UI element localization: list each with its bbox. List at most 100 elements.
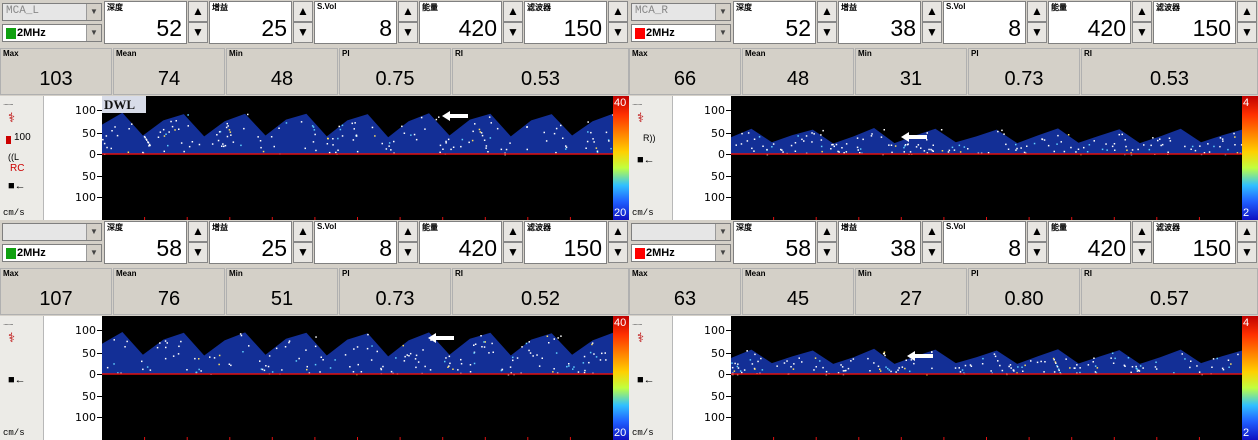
filter-stepper[interactable]: ▲ ▼ (608, 1, 628, 44)
chevron-down-icon[interactable]: ▼ (86, 25, 101, 41)
probe-icon[interactable]: ⚕ (8, 330, 16, 345)
arrow-down-icon[interactable]: ▼ (922, 22, 942, 43)
direction-arrow-icon[interactable]: ■← (637, 374, 655, 386)
power-field[interactable]: 能量 420 (1048, 1, 1131, 44)
arrow-up-icon[interactable]: ▲ (608, 221, 628, 242)
arrow-up-icon[interactable]: ▲ (922, 221, 942, 242)
frequency-select[interactable]: 2MHz ▼ (2, 24, 102, 42)
chevron-down-icon[interactable]: ▼ (715, 4, 730, 20)
depth-field[interactable]: 深度 58 (104, 221, 187, 264)
arrow-up-icon[interactable]: ▲ (1237, 1, 1257, 22)
sample-volume-stepper[interactable]: ▲ ▼ (398, 221, 418, 264)
chevron-down-icon[interactable]: ▼ (86, 4, 101, 20)
probe-icon[interactable]: ⚕ (637, 110, 645, 125)
arrow-down-icon[interactable]: ▼ (1027, 22, 1047, 43)
filter-stepper[interactable]: ▲ ▼ (1237, 1, 1257, 44)
arrow-down-icon[interactable]: ▼ (817, 22, 837, 43)
filter-field[interactable]: 滤波器 150 (524, 221, 607, 264)
arrow-down-icon[interactable]: ▼ (608, 22, 628, 43)
arrow-down-icon[interactable]: ▼ (1237, 22, 1257, 43)
chevron-down-icon[interactable]: ▼ (715, 224, 730, 240)
direction-arrow-icon[interactable]: ■← (637, 154, 655, 166)
vessel-select[interactable]: ▼ (631, 223, 731, 241)
sample-volume-stepper[interactable]: ▲ ▼ (398, 1, 418, 44)
arrow-down-icon[interactable]: ▼ (1237, 242, 1257, 263)
frequency-select[interactable]: 2MHz ▼ (631, 24, 731, 42)
gain-field[interactable]: 增益 38 (838, 221, 921, 264)
sample-volume-field[interactable]: S.Vol 8 (314, 221, 397, 264)
gain-stepper[interactable]: ▲ ▼ (922, 1, 942, 44)
chevron-down-icon[interactable]: ▼ (86, 224, 101, 240)
arrow-down-icon[interactable]: ▼ (503, 242, 523, 263)
arrow-up-icon[interactable]: ▲ (1237, 221, 1257, 242)
filter-stepper[interactable]: ▲ ▼ (1237, 221, 1257, 264)
arrow-down-icon[interactable]: ▼ (817, 242, 837, 263)
gain-stepper[interactable]: ▲ ▼ (922, 221, 942, 264)
power-stepper[interactable]: ▲ ▼ (503, 1, 523, 44)
arrow-up-icon[interactable]: ▲ (1027, 221, 1047, 242)
arrow-up-icon[interactable]: ▲ (922, 1, 942, 22)
probe-icon[interactable]: ⚕ (8, 110, 16, 125)
arrow-down-icon[interactable]: ▼ (503, 22, 523, 43)
arrow-up-icon[interactable]: ▲ (1027, 1, 1047, 22)
gain-field[interactable]: 增益 25 (209, 1, 292, 44)
vessel-select[interactable]: MCA_R ▼ (631, 3, 731, 21)
power-field[interactable]: 能量 420 (419, 221, 502, 264)
arrow-up-icon[interactable]: ▲ (503, 1, 523, 22)
filter-field[interactable]: 滤波器 150 (1153, 1, 1236, 44)
vessel-select[interactable]: MCA_L ▼ (2, 3, 102, 21)
arrow-down-icon[interactable]: ▼ (188, 242, 208, 263)
power-stepper[interactable]: ▲ ▼ (503, 221, 523, 264)
sample-volume-field[interactable]: S.Vol 8 (314, 1, 397, 44)
arrow-up-icon[interactable]: ▲ (398, 1, 418, 22)
arrow-down-icon[interactable]: ▼ (398, 22, 418, 43)
filter-stepper[interactable]: ▲ ▼ (608, 221, 628, 264)
arrow-up-icon[interactable]: ▲ (503, 221, 523, 242)
sample-volume-stepper[interactable]: ▲ ▼ (1027, 221, 1047, 264)
arrow-down-icon[interactable]: ▼ (293, 242, 313, 263)
power-field[interactable]: 能量 420 (1048, 221, 1131, 264)
arrow-up-icon[interactable]: ▲ (1132, 221, 1152, 242)
arrow-down-icon[interactable]: ▼ (1132, 242, 1152, 263)
arrow-down-icon[interactable]: ▼ (922, 242, 942, 263)
depth-stepper[interactable]: ▲ ▼ (188, 221, 208, 264)
arrow-up-icon[interactable]: ▲ (293, 1, 313, 22)
direction-arrow-icon[interactable]: ■← (8, 374, 26, 386)
depth-stepper[interactable]: ▲ ▼ (817, 221, 837, 264)
arrow-up-icon[interactable]: ▲ (293, 221, 313, 242)
depth-stepper[interactable]: ▲ ▼ (188, 1, 208, 44)
sample-volume-stepper[interactable]: ▲ ▼ (1027, 1, 1047, 44)
filter-field[interactable]: 滤波器 150 (1153, 221, 1236, 264)
depth-field[interactable]: 深度 58 (733, 221, 816, 264)
arrow-down-icon[interactable]: ▼ (293, 22, 313, 43)
power-stepper[interactable]: ▲ ▼ (1132, 1, 1152, 44)
probe-icon[interactable]: ⚕ (637, 330, 645, 345)
frequency-select[interactable]: 2MHz ▼ (631, 244, 731, 262)
arrow-up-icon[interactable]: ▲ (817, 221, 837, 242)
power-field[interactable]: 能量 420 (419, 1, 502, 44)
gain-field[interactable]: 增益 38 (838, 1, 921, 44)
direction-arrow-icon[interactable]: ■← (8, 180, 26, 192)
depth-field[interactable]: 深度 52 (733, 1, 816, 44)
chevron-down-icon[interactable]: ▼ (86, 245, 101, 261)
arrow-up-icon[interactable]: ▲ (398, 221, 418, 242)
arrow-down-icon[interactable]: ▼ (1027, 242, 1047, 263)
chevron-down-icon[interactable]: ▼ (715, 245, 730, 261)
chevron-down-icon[interactable]: ▼ (715, 25, 730, 41)
depth-stepper[interactable]: ▲ ▼ (817, 1, 837, 44)
arrow-down-icon[interactable]: ▼ (1132, 22, 1152, 43)
power-stepper[interactable]: ▲ ▼ (1132, 221, 1152, 264)
arrow-down-icon[interactable]: ▼ (188, 22, 208, 43)
arrow-up-icon[interactable]: ▲ (817, 1, 837, 22)
vessel-select[interactable]: ▼ (2, 223, 102, 241)
depth-field[interactable]: 深度 52 (104, 1, 187, 44)
sample-volume-field[interactable]: S.Vol 8 (943, 1, 1026, 44)
gain-stepper[interactable]: ▲ ▼ (293, 221, 313, 264)
arrow-down-icon[interactable]: ▼ (608, 242, 628, 263)
arrow-up-icon[interactable]: ▲ (1132, 1, 1152, 22)
arrow-up-icon[interactable]: ▲ (188, 221, 208, 242)
gain-stepper[interactable]: ▲ ▼ (293, 1, 313, 44)
arrow-up-icon[interactable]: ▲ (608, 1, 628, 22)
sample-volume-field[interactable]: S.Vol 8 (943, 221, 1026, 264)
arrow-up-icon[interactable]: ▲ (188, 1, 208, 22)
